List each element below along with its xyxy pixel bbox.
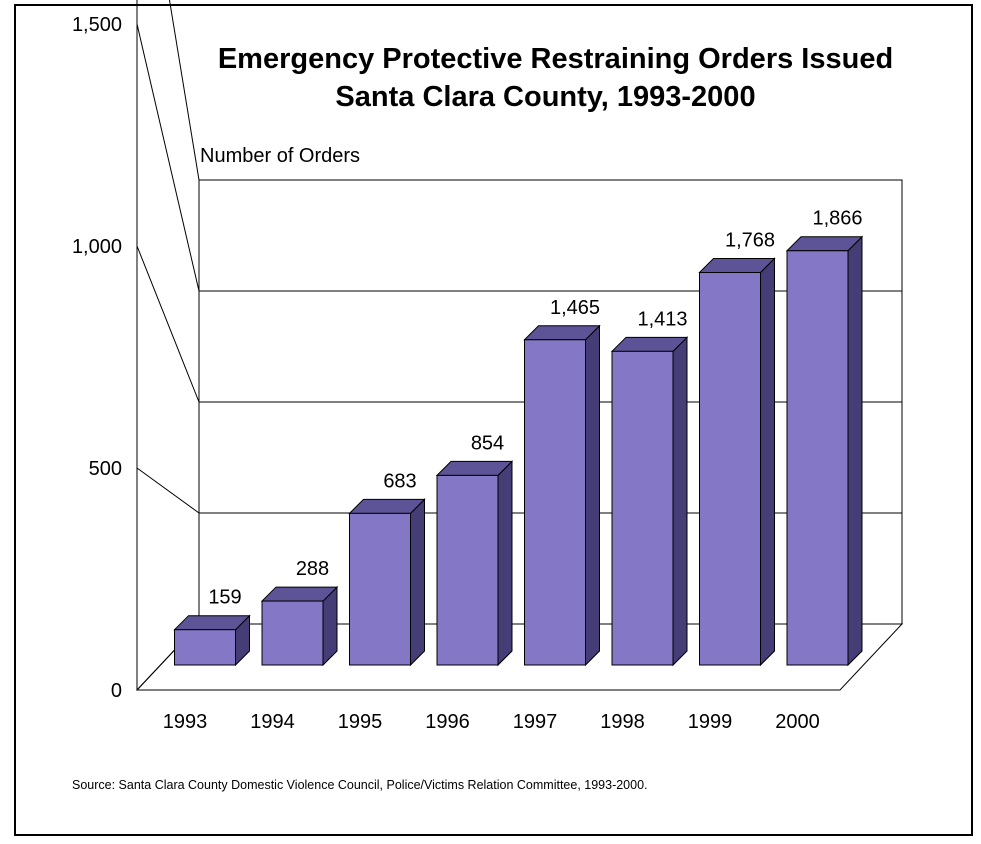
bar bbox=[261, 600, 324, 666]
bar-top bbox=[610, 336, 689, 352]
x-tick-label: 1995 bbox=[338, 711, 383, 733]
bars-layer bbox=[173, 235, 864, 667]
left-wall-diagonal bbox=[168, 0, 200, 181]
bar-value-label: 159 bbox=[208, 587, 241, 609]
left-wall-diagonal bbox=[136, 467, 200, 514]
x-tick-label: 1994 bbox=[250, 711, 295, 733]
bar-top bbox=[348, 498, 426, 514]
bar-value-label: 683 bbox=[383, 470, 416, 492]
bar-top bbox=[435, 460, 514, 476]
x-tick-label: 1998 bbox=[600, 711, 645, 733]
x-tick-label: 1996 bbox=[425, 711, 470, 733]
left-wall-diagonal bbox=[136, 23, 200, 292]
bar-side bbox=[760, 257, 775, 667]
bar bbox=[699, 272, 761, 666]
bar-value-label: 1,465 bbox=[550, 297, 600, 319]
x-tick-label: 2000 bbox=[775, 711, 820, 733]
bar-side bbox=[497, 460, 513, 667]
chart-title-line1: Emergency Protective Restraining Orders … bbox=[217, 43, 894, 75]
bar-side bbox=[847, 235, 863, 667]
bar bbox=[524, 339, 586, 666]
y-axis-label: Number of Orders bbox=[200, 145, 361, 167]
bar bbox=[436, 474, 499, 666]
labels-layer: 05001,0001,5002,000159199328819946831995… bbox=[72, 14, 863, 733]
bar bbox=[349, 512, 411, 666]
x-tick-label: 1993 bbox=[163, 711, 208, 733]
left-wall-diagonal bbox=[136, 245, 200, 403]
bar-side bbox=[410, 498, 425, 667]
chart-title-line2: Santa Clara County, 1993-2000 bbox=[335, 81, 756, 113]
bar-top bbox=[173, 615, 251, 631]
bar-top bbox=[523, 325, 601, 341]
y-tick-label: 0 bbox=[111, 680, 122, 702]
bar-value-label: 288 bbox=[296, 558, 329, 580]
bar-top bbox=[785, 236, 864, 252]
bar-value-label: 1,768 bbox=[725, 230, 775, 252]
x-tick-label: 1999 bbox=[688, 711, 733, 733]
bar-side bbox=[585, 324, 600, 667]
bar bbox=[786, 250, 849, 666]
bar-top bbox=[260, 586, 339, 602]
bar bbox=[174, 629, 236, 666]
y-tick-label: 1,000 bbox=[72, 236, 122, 258]
bar-value-label: 854 bbox=[471, 432, 504, 454]
bar-value-label: 1,413 bbox=[637, 308, 687, 330]
chart-title: Emergency Protective Restraining Orders … bbox=[0, 40, 981, 116]
x-tick-label: 1997 bbox=[513, 711, 558, 733]
bar-side bbox=[672, 336, 688, 667]
bar-top bbox=[698, 258, 776, 274]
bar-value-label: 1,866 bbox=[812, 208, 862, 230]
y-tick-label: 1,500 bbox=[72, 14, 122, 36]
y-tick-label: 500 bbox=[89, 458, 122, 480]
source-note: Source: Santa Clara County Domestic Viol… bbox=[72, 778, 648, 792]
bar bbox=[611, 350, 674, 666]
